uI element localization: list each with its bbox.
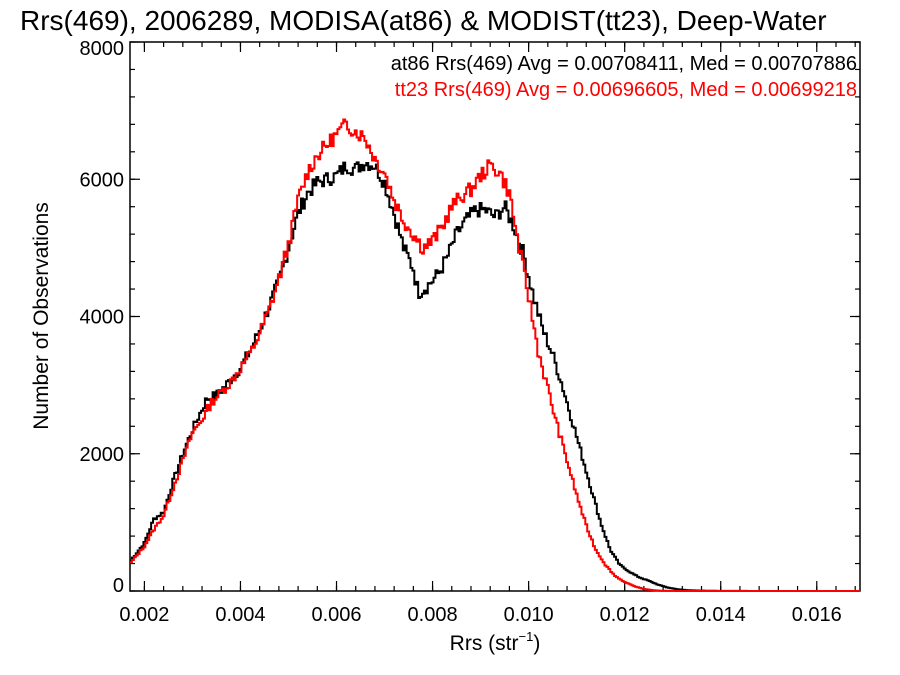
y-tick-label: 6000 (80, 169, 125, 191)
axis-ticks (130, 41, 860, 592)
series-line-tt23 (130, 118, 860, 592)
legend-entry-tt23: tt23 Rrs(469) Avg = 0.00696605, Med = 0.… (395, 79, 857, 101)
y-axis-label: Number of Observations (30, 202, 53, 430)
x-tick-labels: 0.002 0.004 0.006 0.008 0.010 0.012 0.014 0.016 (119, 604, 841, 626)
x-tick-label: 0.004 (215, 604, 265, 626)
y-tick-label: 2000 (80, 444, 125, 466)
x-axis-label: Rrs (str−1) (450, 629, 541, 655)
x-tick-label: 0.010 (504, 604, 554, 626)
x-tick-label: 0.014 (696, 604, 746, 626)
legend-entry-at86: at86 Rrs(469) Avg = 0.00708411, Med = 0.… (391, 53, 857, 75)
x-tick-label: 0.002 (119, 604, 169, 626)
y-tick-labels: 0 2000 4000 6000 8000 (80, 38, 125, 597)
series-line-at86 (130, 161, 860, 592)
y-tick-label: 8000 (80, 38, 125, 60)
y-tick-label: 4000 (80, 307, 125, 329)
x-tick-label: 0.008 (408, 604, 458, 626)
x-tick-label: 0.012 (600, 604, 650, 626)
x-tick-label: 0.016 (792, 604, 842, 626)
y-tick-label: 0 (113, 575, 124, 597)
x-tick-label: 0.006 (311, 604, 361, 626)
series-layer (130, 118, 860, 592)
plot-frame (129, 41, 861, 592)
chart-title: Rrs(469), 2006289, MODISA(at86) & MODIST… (20, 5, 827, 36)
